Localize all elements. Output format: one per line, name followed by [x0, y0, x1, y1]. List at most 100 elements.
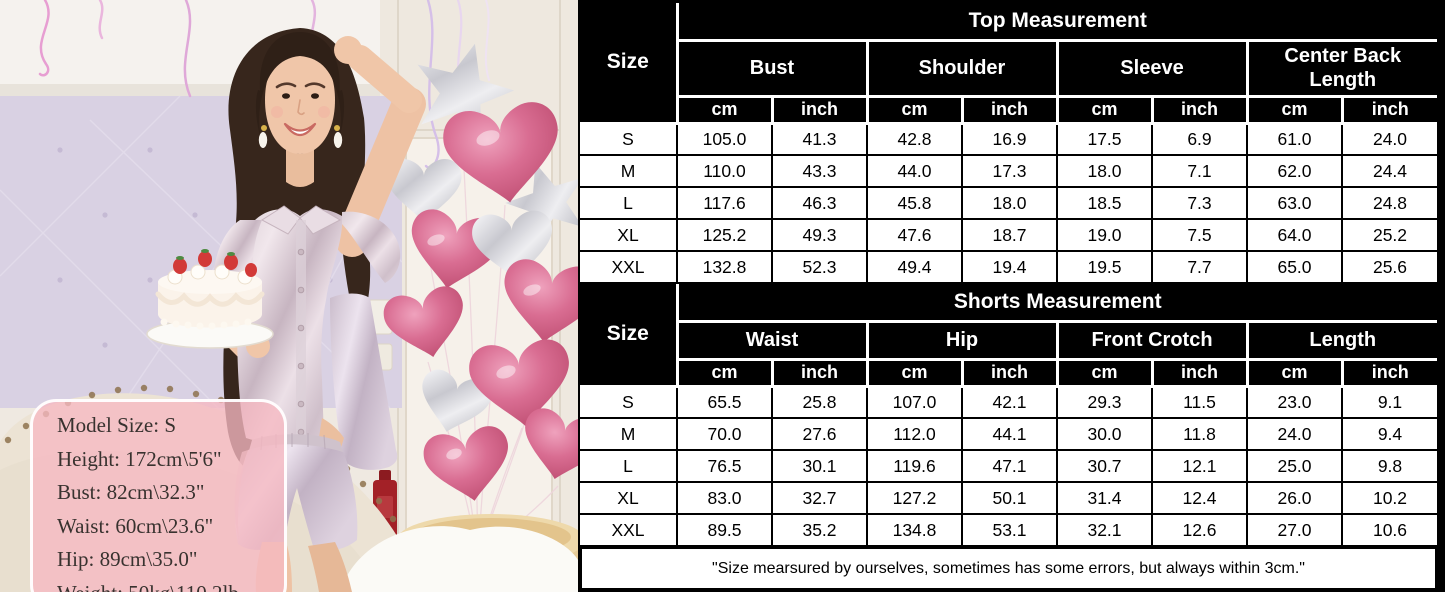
model-bust-line: Bust: 82cm\32.3" — [57, 480, 205, 504]
measurement-disclaimer: "Size mearsured by ourselves, sometimes … — [580, 547, 1437, 590]
value-cell: 19.5 — [1056, 250, 1153, 284]
value-cell: 31.4 — [1056, 481, 1153, 515]
size-cell: XL — [580, 481, 678, 515]
value-cell: 30.1 — [771, 449, 868, 483]
value-cell: 45.8 — [866, 186, 963, 220]
value-cell: 25.6 — [1341, 250, 1437, 284]
value-cell: 110.0 — [676, 154, 773, 188]
value-cell: 76.5 — [676, 449, 773, 483]
value-cell: 65.5 — [676, 385, 773, 419]
value-cell: 6.9 — [1151, 122, 1248, 156]
table-row: M 110.0 43.3 44.0 17.3 18.0 7.1 62.0 24.… — [580, 154, 1437, 188]
value-cell: 29.3 — [1056, 385, 1153, 419]
model-weight-line: Weight: 50kg\110.2lb — [57, 577, 274, 592]
value-cell: 44.1 — [961, 417, 1058, 451]
value-cell: 27.0 — [1246, 513, 1343, 547]
value-cell: 41.3 — [771, 122, 868, 156]
value-cell: 7.1 — [1151, 154, 1248, 188]
value-cell: 47.1 — [961, 449, 1058, 483]
value-cell: 61.0 — [1246, 122, 1343, 156]
unit-header-cm: cm — [865, 94, 964, 125]
value-cell: 107.0 — [866, 385, 963, 419]
group-header-waist: Waist — [677, 319, 869, 361]
strawberry-cake — [146, 249, 274, 358]
value-cell: 10.2 — [1341, 481, 1437, 515]
unit-header-inch: inch — [960, 357, 1059, 388]
table-row: M 70.0 27.6 112.0 44.1 30.0 11.8 24.0 9.… — [580, 417, 1437, 451]
table-row: XXL 89.5 35.2 134.8 53.1 32.1 12.6 27.0 … — [580, 513, 1437, 547]
value-cell: 62.0 — [1246, 154, 1343, 188]
value-cell: 25.8 — [771, 385, 868, 419]
heart-balloon-bouquet — [380, 30, 578, 509]
value-cell: 134.8 — [866, 513, 963, 547]
value-cell: 24.0 — [1341, 122, 1437, 156]
model-waist-line: Waist: 60cm\23.6" — [57, 513, 214, 538]
group-header-front-crotch: Front Crotch — [1055, 319, 1249, 361]
value-cell: 18.0 — [1056, 154, 1153, 188]
value-cell: 42.1 — [961, 385, 1058, 419]
size-cell: S — [580, 385, 678, 419]
unit-header-inch: inch — [770, 357, 869, 388]
value-cell: 30.7 — [1056, 449, 1153, 483]
group-header-bust: Bust — [677, 38, 869, 98]
value-cell: 32.7 — [771, 481, 868, 515]
value-cell: 24.4 — [1341, 154, 1437, 188]
value-cell: 50.1 — [961, 481, 1058, 515]
group-header-length: Length — [1245, 319, 1437, 361]
size-column-header: Size — [580, 3, 679, 125]
value-cell: 89.5 — [676, 513, 773, 547]
table-row: L 117.6 46.3 45.8 18.0 18.5 7.3 63.0 24.… — [580, 186, 1437, 220]
unit-header-inch: inch — [1150, 94, 1249, 125]
unit-header-inch: inch — [960, 94, 1059, 125]
table-row: L 76.5 30.1 119.6 47.1 30.7 12.1 25.0 9.… — [580, 449, 1437, 483]
value-cell: 119.6 — [866, 449, 963, 483]
value-cell: 18.5 — [1056, 186, 1153, 220]
value-cell: 10.6 — [1341, 513, 1437, 547]
value-cell: 32.1 — [1056, 513, 1153, 547]
value-cell: 83.0 — [676, 481, 773, 515]
unit-header-inch: inch — [1150, 357, 1249, 388]
value-cell: 27.6 — [771, 417, 868, 451]
value-cell: 25.2 — [1341, 218, 1437, 252]
value-cell: 30.0 — [1056, 417, 1153, 451]
value-cell: 117.6 — [676, 186, 773, 220]
value-cell: 70.0 — [676, 417, 773, 451]
table-row: S 65.5 25.8 107.0 42.1 29.3 11.5 23.0 9.… — [580, 385, 1437, 419]
value-cell: 65.0 — [1246, 250, 1343, 284]
value-cell: 9.4 — [1341, 417, 1437, 451]
group-header-shoulder: Shoulder — [865, 38, 1059, 98]
group-header-hip: Hip — [865, 319, 1059, 361]
size-cell: XXL — [580, 513, 678, 547]
size-cell: XL — [580, 218, 678, 252]
size-cell: S — [580, 122, 678, 156]
value-cell: 12.4 — [1151, 481, 1248, 515]
value-cell: 52.3 — [771, 250, 868, 284]
group-header-center-back-length: Center Back Length — [1245, 38, 1437, 98]
size-column-header: Size — [580, 284, 679, 388]
value-cell: 127.2 — [866, 481, 963, 515]
top-measurement-table: Size Top Measurement Bust Shoulder Sleev… — [580, 3, 1437, 284]
value-cell: 11.5 — [1151, 385, 1248, 419]
value-cell: 16.9 — [961, 122, 1058, 156]
value-cell: 35.2 — [771, 513, 868, 547]
unit-header-cm: cm — [1055, 357, 1154, 388]
unit-header-cm: cm — [1245, 357, 1344, 388]
value-cell: 46.3 — [771, 186, 868, 220]
value-cell: 63.0 — [1246, 186, 1343, 220]
model-info-box: Model Size: S Height: 172cm\5'6" Bust: 8… — [30, 399, 287, 592]
unit-header-inch: inch — [1340, 94, 1437, 125]
value-cell: 9.8 — [1341, 449, 1437, 483]
value-cell: 43.3 — [771, 154, 868, 188]
value-cell: 7.5 — [1151, 218, 1248, 252]
value-cell: 12.1 — [1151, 449, 1248, 483]
unit-header-cm: cm — [1245, 94, 1344, 125]
value-cell: 125.2 — [676, 218, 773, 252]
value-cell: 132.8 — [676, 250, 773, 284]
size-cell: XXL — [580, 250, 678, 284]
unit-header-cm: cm — [1055, 94, 1154, 125]
unit-header-cm: cm — [677, 94, 774, 125]
value-cell: 7.3 — [1151, 186, 1248, 220]
size-cell: M — [580, 154, 678, 188]
table-row: XL 83.0 32.7 127.2 50.1 31.4 12.4 26.0 1… — [580, 481, 1437, 515]
